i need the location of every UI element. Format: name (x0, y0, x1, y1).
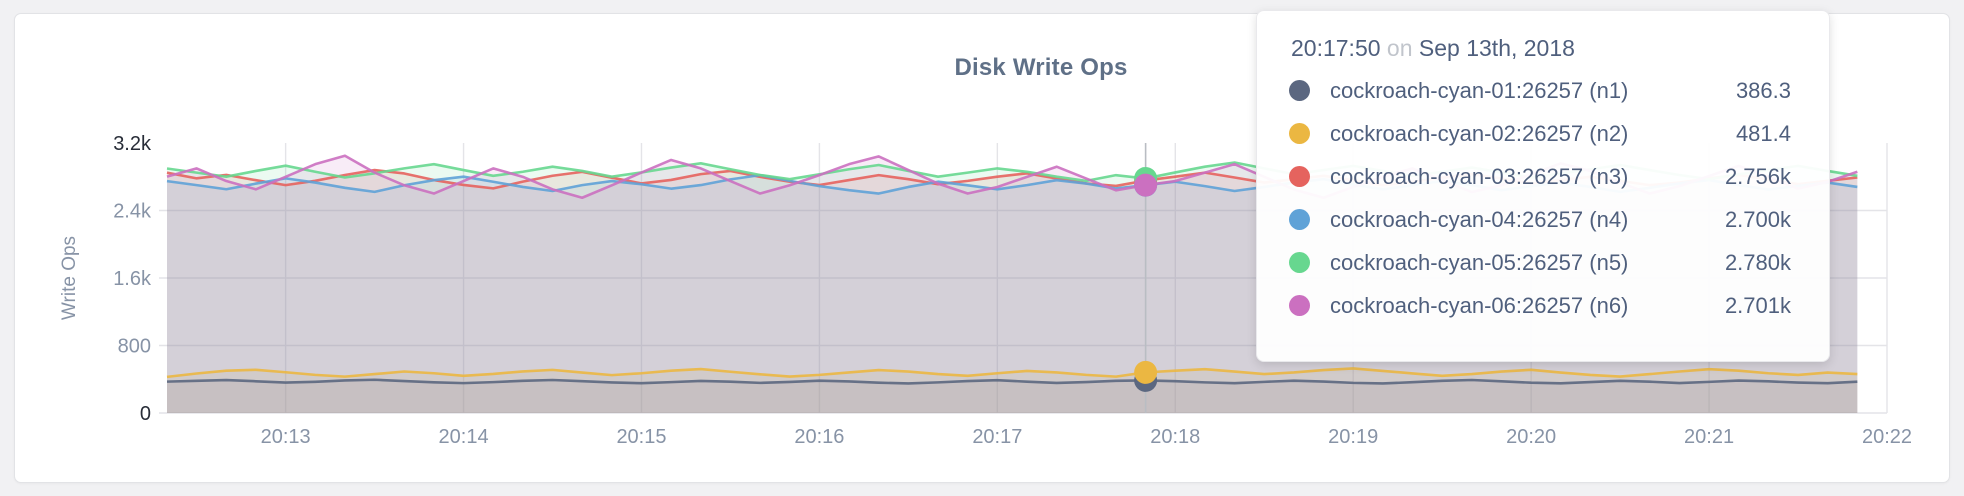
x-tick-label-20:16: 20:16 (794, 426, 844, 448)
series-value: 2.701k (1724, 292, 1791, 318)
x-tick-label-20:18: 20:18 (1150, 426, 1200, 448)
series-value: 2.756k (1724, 163, 1791, 189)
tooltip-date: Sep 13th, 2018 (1418, 35, 1575, 61)
x-tick-label-20:21: 20:21 (1684, 426, 1734, 448)
tooltip-time: 20:17:50 (1291, 35, 1381, 61)
series-area-n1 (167, 379, 1858, 413)
chart-title: Disk Write Ops (954, 54, 1128, 81)
series-color-dot-icon (1289, 123, 1310, 144)
tooltip-rows: cockroach-cyan-01:26257 (n1) 386.3 cockroa… (1289, 76, 1791, 320)
y-tick-label-2.4k: 2.4k (113, 201, 152, 223)
tooltip-row: cockroach-cyan-06:26257 (n6) 2.701k (1289, 291, 1791, 320)
tooltip-row: cockroach-cyan-02:26257 (n2) 481.4 (1289, 119, 1791, 148)
series-line-n2 (166, 367, 1858, 379)
series-name: cockroach-cyan-03:26257 (n3) (1330, 163, 1629, 189)
series-line-n1 (166, 378, 1858, 385)
hover-tooltip: 20:17:50 on Sep 13th, 2018 cockroach-cya… (1256, 10, 1830, 362)
x-tick-label-20:15: 20:15 (616, 426, 666, 448)
x-tick-label-20:20: 20:20 (1506, 426, 1556, 448)
series-name: cockroach-cyan-06:26257 (n6) (1330, 292, 1629, 318)
tooltip-conjunction: on (1386, 35, 1413, 61)
series-name: cockroach-cyan-04:26257 (n4) (1330, 206, 1629, 232)
hover-dot-n2 (1134, 360, 1158, 384)
x-tick-label-20:13: 20:13 (261, 426, 311, 448)
series-color-dot-icon (1289, 80, 1310, 101)
series-color-dot-icon (1289, 209, 1310, 230)
series-name: cockroach-cyan-01:26257 (n1) (1330, 77, 1629, 103)
series-value: 481.4 (1735, 120, 1791, 146)
y-tick-label-0: 0 (140, 403, 151, 425)
tooltip-row: cockroach-cyan-03:26257 (n3) 2.756k (1289, 162, 1791, 191)
series-name: cockroach-cyan-05:26257 (n5) (1330, 249, 1629, 275)
x-tick-label-20:19: 20:19 (1328, 426, 1378, 448)
hover-dot-n6 (1134, 173, 1158, 197)
tooltip-row: cockroach-cyan-01:26257 (n1) 386.3 (1289, 76, 1791, 105)
series-value: 2.780k (1724, 249, 1791, 275)
x-tick-label-20:14: 20:14 (439, 426, 489, 448)
tooltip-row: cockroach-cyan-04:26257 (n4) 2.700k (1289, 205, 1791, 234)
x-tick-label-20:22: 20:22 (1862, 426, 1912, 448)
x-tick-label-20:17: 20:17 (972, 426, 1022, 448)
series-value: 2.700k (1724, 206, 1791, 232)
series-value: 386.3 (1735, 77, 1791, 103)
series-color-dot-icon (1289, 252, 1310, 273)
series-color-dot-icon (1289, 295, 1310, 316)
tooltip-row: cockroach-cyan-05:26257 (n5) 2.780k (1289, 248, 1791, 277)
y-tick-label-3.2k: 3.2k (113, 133, 152, 155)
series-area-n2 (167, 368, 1858, 413)
series-color-dot-icon (1289, 166, 1310, 187)
y-tick-label-800: 800 (118, 336, 151, 358)
y-tick-label-1.6k: 1.6k (113, 268, 152, 290)
tooltip-header: 20:17:50 on Sep 13th, 2018 (1289, 35, 1791, 62)
series-name: cockroach-cyan-02:26257 (n2) (1330, 120, 1629, 146)
